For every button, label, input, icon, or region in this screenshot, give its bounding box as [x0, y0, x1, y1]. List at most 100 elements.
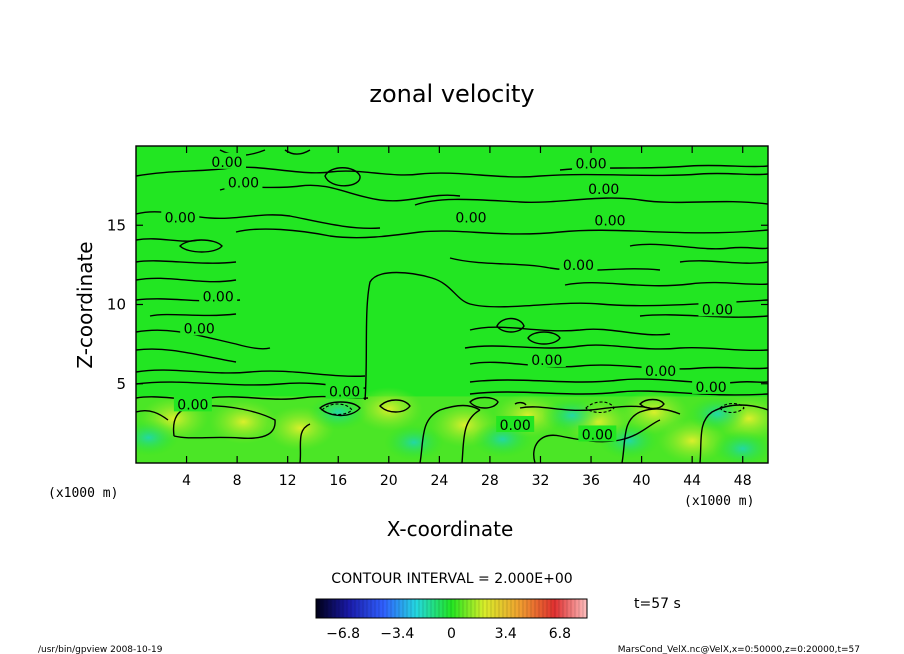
x-axis-ticks: 4 8 12 16 20 24 28 32 36 40 44 48: [182, 146, 752, 489]
contour-line: [364, 271, 768, 401]
contour-lines: [136, 149, 768, 463]
x-tick-label: 44: [683, 473, 701, 489]
colorbar-tick-label: −6.8: [326, 626, 360, 642]
negative-contours: [321, 401, 745, 416]
contour-line: [564, 281, 768, 287]
contour-label: 0.00: [588, 182, 619, 198]
contour-label-bg: [591, 211, 629, 228]
time-label: t=57 s: [634, 596, 681, 612]
contour-label-bg: [224, 173, 263, 190]
x-tick-label: 32: [532, 473, 550, 489]
contour-label: 0.00: [563, 258, 594, 274]
contour-line: [136, 348, 237, 363]
x-tick-label: 36: [582, 473, 600, 489]
negative-cell: [712, 430, 768, 463]
contour-labels: 0.00 0.00 0.00 0.00 0.00 0.00 0.00 0.00 0.00 0.00…: [161, 152, 737, 443]
contour-label-bg: [572, 154, 611, 171]
contour-line: [679, 260, 768, 264]
x-tick-label: 12: [279, 473, 297, 489]
x-tick-label: 48: [734, 473, 752, 489]
contour-line: [136, 329, 271, 350]
contour-label: 0.00: [211, 155, 242, 171]
contour-line: [136, 277, 237, 283]
contour-label: 0.00: [594, 213, 625, 229]
x-tick-label: 4: [182, 473, 191, 489]
x-tick-label: 24: [430, 473, 448, 489]
contour-line: [639, 398, 665, 410]
contour-label: 0.00: [177, 397, 208, 413]
contour-label-bg: [161, 208, 200, 225]
positive-cell: [209, 399, 278, 444]
contour-line: [469, 361, 768, 370]
negative-contour: [585, 401, 615, 414]
contour-label: 0.00: [184, 321, 215, 337]
colorbar-tick-label: 0: [447, 626, 456, 642]
contour-label-bg: [451, 208, 490, 225]
contour-line: [469, 390, 768, 396]
footer-left: /usr/bin/gpview 2008-10-19: [38, 645, 163, 654]
contour-line: [514, 401, 527, 406]
contour-line: [629, 243, 768, 250]
negative-cell: [136, 419, 179, 456]
contour-line: [235, 228, 768, 239]
contour-label-bg: [584, 179, 623, 196]
contour-line: [149, 313, 237, 317]
contour-line: [324, 167, 361, 187]
contour-line: [136, 410, 169, 421]
contour-label: 0.00: [165, 210, 196, 226]
chart-title: zonal velocity: [369, 80, 534, 108]
footer-right: MarsCond_VelX.nc@VelX,x=0:50000,z=0:2000…: [618, 645, 860, 654]
colorbar-frame: [315, 598, 588, 619]
contour-label: 0.00: [645, 364, 676, 380]
y-axis-ticks: 5 10 15: [107, 216, 768, 393]
contour-label: 0.00: [455, 210, 486, 226]
contour-label: 0.00: [531, 353, 562, 369]
contour-line: [464, 344, 768, 352]
contour-line: [136, 260, 237, 264]
x-axis-unit: (x1000 m): [684, 494, 754, 509]
contour-label: 0.00: [582, 427, 613, 443]
contour-label-bg: [559, 255, 598, 272]
colorbar-gradient: [316, 599, 587, 618]
contour-line: [136, 238, 201, 242]
plot-field: 0.00 0.00 0.00 0.00 0.00 0.00 0.00 0.00 0.00 0.00…: [136, 146, 768, 463]
contour-line: [469, 378, 768, 384]
contour-label-bg: [173, 395, 212, 412]
colorbar-tick-label: −3.4: [380, 626, 414, 642]
y-tick-label: 5: [116, 375, 126, 393]
x-tick-label: 8: [233, 473, 242, 489]
colorbar-tick-label: 3.4: [495, 626, 517, 642]
contour-label: 0.00: [702, 302, 733, 318]
contour-label-bg: [199, 287, 238, 304]
contour-label-bg: [325, 382, 364, 399]
contour-label: 0.00: [696, 380, 727, 396]
colorbar-ticks: −6.8 −3.4 0 3.4 6.8: [326, 626, 571, 642]
contour-label: 0.00: [329, 385, 360, 401]
contour-line: [136, 369, 366, 377]
contour-line: [318, 401, 361, 417]
contour-line: [496, 317, 525, 333]
negative-cell: [384, 424, 445, 461]
positive-cell: [620, 390, 689, 435]
negative-contour: [321, 403, 353, 416]
x-tick-label: 28: [481, 473, 499, 489]
x-tick-label: 20: [380, 473, 398, 489]
y-tick-label: 15: [107, 216, 126, 234]
negative-contour: [719, 402, 745, 414]
contour-line: [419, 404, 481, 463]
contour-line: [299, 423, 311, 463]
contour-line: [699, 404, 768, 463]
contour-line: [414, 197, 768, 206]
contour-label-bg: [641, 362, 680, 379]
contour-line: [469, 396, 499, 409]
contour-label: 0.00: [575, 156, 606, 172]
contour-label-bg: [496, 415, 535, 432]
colorbar: −6.8 −3.4 0 3.4 6.8: [315, 598, 588, 642]
contour-line: [461, 409, 481, 463]
contour-label-bg: [208, 152, 247, 169]
colorbar-tick-label: 6.8: [549, 626, 571, 642]
contour-label-bg: [578, 425, 617, 442]
field-cells: [136, 387, 768, 463]
contour-label-bg: [527, 350, 566, 367]
